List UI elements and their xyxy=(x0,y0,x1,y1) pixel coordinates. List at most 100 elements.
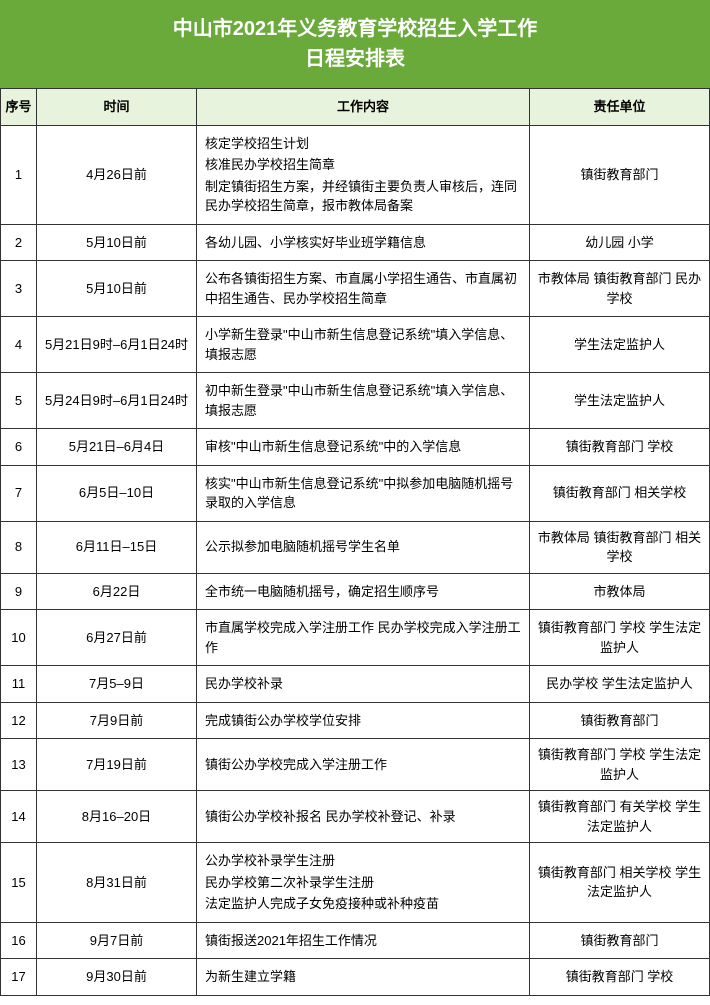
cell-work: 完成镇街公办学校学位安排 xyxy=(197,702,530,739)
table-row: 25月10日前各幼儿园、小学核实好毕业班学籍信息幼儿园 小学 xyxy=(1,224,710,261)
cell-work: 镇街公办学校完成入学注册工作 xyxy=(197,739,530,791)
work-line: 公示拟参加电脑随机摇号学生名单 xyxy=(205,537,523,557)
header-row: 序号 时间 工作内容 责任单位 xyxy=(1,89,710,126)
table-row: 148月16–20日镇街公办学校补报名 民办学校补登记、补录镇街教育部门 有关学… xyxy=(1,791,710,843)
table-row: 55月24日9时–6月1日24时初中新生登录"中山市新生信息登记系统"填入学信息… xyxy=(1,373,710,429)
cell-time: 6月27日前 xyxy=(37,610,197,666)
cell-work: 公布各镇街招生方案、市直属小学招生通告、市直属初中招生通告、民办学校招生简章 xyxy=(197,261,530,317)
cell-resp: 镇街教育部门 学校 xyxy=(530,959,710,996)
cell-time: 6月5日–10日 xyxy=(37,465,197,521)
cell-time: 6月22日 xyxy=(37,573,197,610)
table-row: 35月10日前公布各镇街招生方案、市直属小学招生通告、市直属初中招生通告、民办学… xyxy=(1,261,710,317)
cell-time: 6月11日–15日 xyxy=(37,521,197,573)
work-line: 市直属学校完成入学注册工作 民办学校完成入学注册工作 xyxy=(205,618,523,657)
cell-resp: 幼儿园 小学 xyxy=(530,224,710,261)
cell-time: 5月10日前 xyxy=(37,261,197,317)
cell-resp: 镇街教育部门 相关学校 xyxy=(530,465,710,521)
cell-time: 7月9日前 xyxy=(37,702,197,739)
work-line: 审核"中山市新生信息登记系统"中的入学信息 xyxy=(205,437,523,457)
cell-seq: 10 xyxy=(1,610,37,666)
work-line: 完成镇街公办学校学位安排 xyxy=(205,711,523,731)
cell-seq: 4 xyxy=(1,317,37,373)
col-time: 时间 xyxy=(37,89,197,126)
cell-time: 8月31日前 xyxy=(37,843,197,923)
table-row: 45月21日9时–6月1日24时小学新生登录"中山市新生信息登记系统"填入学信息… xyxy=(1,317,710,373)
title-line-2: 日程安排表 xyxy=(10,44,700,74)
work-line: 核实"中山市新生信息登记系统"中拟参加电脑随机摇号录取的入学信息 xyxy=(205,474,523,513)
cell-resp: 市教体局 xyxy=(530,573,710,610)
table-row: 86月11日–15日公示拟参加电脑随机摇号学生名单市教体局 镇街教育部门 相关学… xyxy=(1,521,710,573)
cell-seq: 11 xyxy=(1,666,37,703)
cell-seq: 13 xyxy=(1,739,37,791)
work-line: 镇街公办学校补报名 民办学校补登记、补录 xyxy=(205,807,523,827)
cell-seq: 3 xyxy=(1,261,37,317)
cell-time: 5月10日前 xyxy=(37,224,197,261)
cell-time: 7月5–9日 xyxy=(37,666,197,703)
col-resp: 责任单位 xyxy=(530,89,710,126)
table-row: 106月27日前市直属学校完成入学注册工作 民办学校完成入学注册工作镇街教育部门… xyxy=(1,610,710,666)
schedule-table: 序号 时间 工作内容 责任单位 14月26日前核定学校招生计划核准民办学校招生简… xyxy=(0,88,710,996)
cell-seq: 16 xyxy=(1,922,37,959)
cell-seq: 14 xyxy=(1,791,37,843)
cell-work: 初中新生登录"中山市新生信息登记系统"填入学信息、填报志愿 xyxy=(197,373,530,429)
work-line: 初中新生登录"中山市新生信息登记系统"填入学信息、填报志愿 xyxy=(205,381,523,420)
cell-resp: 学生法定监护人 xyxy=(530,373,710,429)
work-line: 核定学校招生计划 xyxy=(205,134,523,154)
cell-seq: 8 xyxy=(1,521,37,573)
cell-seq: 1 xyxy=(1,125,37,224)
cell-work: 公办学校补录学生注册民办学校第二次补录学生注册法定监护人完成子女免疫接种或补种疫… xyxy=(197,843,530,923)
cell-work: 核定学校招生计划核准民办学校招生简章制定镇街招生方案，并经镇街主要负责人审核后，… xyxy=(197,125,530,224)
cell-time: 5月24日9时–6月1日24时 xyxy=(37,373,197,429)
table-row: 169月7日前镇街报送2021年招生工作情况镇街教育部门 xyxy=(1,922,710,959)
cell-work: 市直属学校完成入学注册工作 民办学校完成入学注册工作 xyxy=(197,610,530,666)
cell-resp: 镇街教育部门 学校 xyxy=(530,429,710,466)
table-row: 127月9日前完成镇街公办学校学位安排镇街教育部门 xyxy=(1,702,710,739)
col-seq: 序号 xyxy=(1,89,37,126)
work-line: 民办学校第二次补录学生注册 xyxy=(205,873,523,893)
cell-seq: 12 xyxy=(1,702,37,739)
title-bar: 中山市2021年义务教育学校招生入学工作 日程安排表 xyxy=(0,0,710,88)
cell-work: 审核"中山市新生信息登记系统"中的入学信息 xyxy=(197,429,530,466)
table-row: 117月5–9日民办学校补录民办学校 学生法定监护人 xyxy=(1,666,710,703)
work-line: 公布各镇街招生方案、市直属小学招生通告、市直属初中招生通告、民办学校招生简章 xyxy=(205,269,523,308)
table-row: 14月26日前核定学校招生计划核准民办学校招生简章制定镇街招生方案，并经镇街主要… xyxy=(1,125,710,224)
cell-work: 镇街公办学校补报名 民办学校补登记、补录 xyxy=(197,791,530,843)
table-row: 179月30日前为新生建立学籍镇街教育部门 学校 xyxy=(1,959,710,996)
table-row: 158月31日前公办学校补录学生注册民办学校第二次补录学生注册法定监护人完成子女… xyxy=(1,843,710,923)
cell-work: 全市统一电脑随机摇号，确定招生顺序号 xyxy=(197,573,530,610)
cell-resp: 镇街教育部门 xyxy=(530,125,710,224)
work-line: 各幼儿园、小学核实好毕业班学籍信息 xyxy=(205,233,523,253)
work-line: 民办学校补录 xyxy=(205,674,523,694)
cell-time: 7月19日前 xyxy=(37,739,197,791)
cell-seq: 2 xyxy=(1,224,37,261)
cell-work: 公示拟参加电脑随机摇号学生名单 xyxy=(197,521,530,573)
table-row: 65月21日–6月4日审核"中山市新生信息登记系统"中的入学信息镇街教育部门 学… xyxy=(1,429,710,466)
cell-resp: 镇街教育部门 xyxy=(530,922,710,959)
cell-resp: 市教体局 镇街教育部门 相关学校 xyxy=(530,521,710,573)
cell-time: 5月21日–6月4日 xyxy=(37,429,197,466)
work-line: 公办学校补录学生注册 xyxy=(205,851,523,871)
title-line-1: 中山市2021年义务教育学校招生入学工作 xyxy=(10,14,700,44)
cell-resp: 镇街教育部门 xyxy=(530,702,710,739)
table-row: 137月19日前镇街公办学校完成入学注册工作镇街教育部门 学校 学生法定监护人 xyxy=(1,739,710,791)
cell-resp: 市教体局 镇街教育部门 民办学校 xyxy=(530,261,710,317)
work-line: 为新生建立学籍 xyxy=(205,967,523,987)
work-line: 制定镇街招生方案，并经镇街主要负责人审核后，连同民办学校招生简章，报市教体局备案 xyxy=(205,177,523,216)
cell-seq: 7 xyxy=(1,465,37,521)
work-line: 镇街报送2021年招生工作情况 xyxy=(205,931,523,951)
work-line: 小学新生登录"中山市新生信息登记系统"填入学信息、填报志愿 xyxy=(205,325,523,364)
work-line: 全市统一电脑随机摇号，确定招生顺序号 xyxy=(205,582,523,602)
cell-time: 4月26日前 xyxy=(37,125,197,224)
cell-work: 为新生建立学籍 xyxy=(197,959,530,996)
cell-work: 镇街报送2021年招生工作情况 xyxy=(197,922,530,959)
cell-work: 核实"中山市新生信息登记系统"中拟参加电脑随机摇号录取的入学信息 xyxy=(197,465,530,521)
cell-resp: 民办学校 学生法定监护人 xyxy=(530,666,710,703)
cell-time: 8月16–20日 xyxy=(37,791,197,843)
work-line: 法定监护人完成子女免疫接种或补种疫苗 xyxy=(205,894,523,914)
cell-seq: 5 xyxy=(1,373,37,429)
cell-resp: 镇街教育部门 学校 学生法定监护人 xyxy=(530,739,710,791)
cell-resp: 镇街教育部门 相关学校 学生法定监护人 xyxy=(530,843,710,923)
cell-resp: 学生法定监护人 xyxy=(530,317,710,373)
table-row: 76月5日–10日核实"中山市新生信息登记系统"中拟参加电脑随机摇号录取的入学信… xyxy=(1,465,710,521)
table-row: 96月22日全市统一电脑随机摇号，确定招生顺序号市教体局 xyxy=(1,573,710,610)
